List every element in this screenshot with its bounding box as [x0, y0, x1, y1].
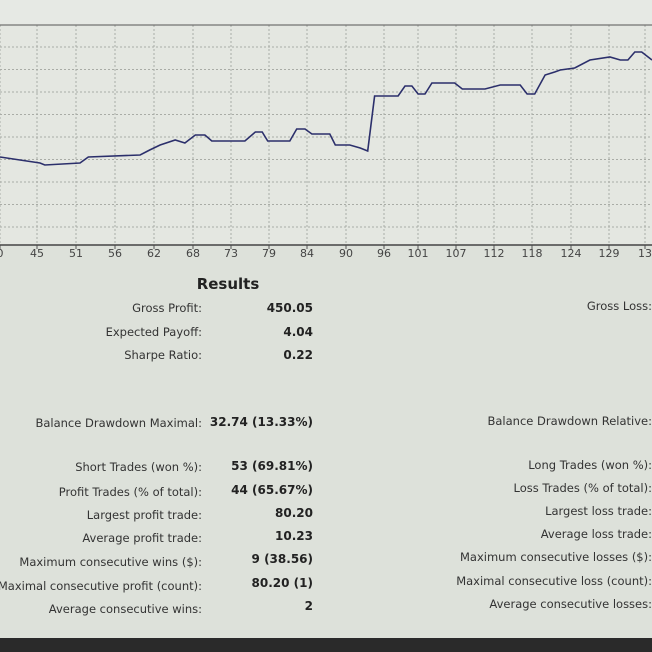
- average-profit-trade-label: Average profit trade:: [82, 531, 202, 545]
- balance-drawdown-maximal-label: Balance Drawdown Maximal:: [35, 416, 202, 430]
- balance-drawdown-relative-label: Balance Drawdown Relative:: [487, 414, 652, 428]
- gross-profit-value: 450.05: [266, 301, 313, 315]
- balance-chart: [0, 24, 652, 249]
- x-tick-label: 96: [377, 247, 391, 260]
- average-loss-trade-label: Average loss trade:: [540, 527, 652, 541]
- x-tick-label: 79: [262, 247, 276, 260]
- max-consecutive-wins-label: Maximum consecutive wins ($):: [19, 555, 202, 569]
- profit-trades-label: Profit Trades (% of total):: [58, 485, 202, 499]
- x-tick-label: 68: [186, 247, 200, 260]
- x-tick-label: 13: [638, 247, 652, 260]
- x-tick-label: 73: [224, 247, 238, 260]
- largest-profit-trade-value: 80.20: [275, 506, 313, 520]
- largest-loss-trade-label: Largest loss trade:: [545, 504, 652, 518]
- x-tick-label: 118: [521, 247, 543, 260]
- results-title: Results: [196, 275, 260, 293]
- average-consecutive-wins-value: 2: [304, 599, 313, 613]
- gross-profit-label: Gross Profit:: [132, 301, 202, 315]
- long-trades-label: Long Trades (won %):: [528, 458, 652, 472]
- maximal-consecutive-loss-label: Maximal consecutive loss (count):: [456, 574, 652, 588]
- x-tick-label: 45: [30, 247, 44, 260]
- x-tick-label: 62: [147, 247, 161, 260]
- short-trades-value: 53 (69.81%): [231, 459, 313, 473]
- gross-loss-label: Gross Loss:: [586, 299, 652, 313]
- short-trades-label: Short Trades (won %):: [75, 460, 202, 474]
- average-consecutive-losses-label: Average consecutive losses:: [489, 597, 652, 611]
- x-tick-label: 124: [560, 247, 582, 260]
- x-tick-label: 90: [339, 247, 353, 260]
- maximal-consecutive-profit-value: 80.20 (1): [251, 576, 313, 590]
- x-tick-label: 112: [483, 247, 505, 260]
- balance-line: [0, 51, 652, 166]
- x-tick-label: 107: [445, 247, 467, 260]
- largest-profit-trade-label: Largest profit trade:: [86, 508, 202, 522]
- x-tick-label: 0: [0, 247, 4, 260]
- sharpe-ratio-label: Sharpe Ratio:: [124, 348, 202, 362]
- average-profit-trade-value: 10.23: [275, 529, 313, 543]
- sharpe-ratio-value: 0.22: [283, 348, 313, 362]
- chart-top-strip: [0, 0, 652, 25]
- screen-bezel: [0, 638, 652, 652]
- balance-drawdown-maximal-value: 32.74 (13.33%): [209, 415, 313, 429]
- max-consecutive-losses-label: Maximum consecutive losses ($):: [460, 550, 652, 564]
- x-tick-label: 129: [598, 247, 620, 260]
- maximal-consecutive-profit-label: Maximal consecutive profit (count):: [0, 579, 202, 593]
- expected-payoff-value: 4.04: [283, 325, 313, 339]
- loss-trades-label: Loss Trades (% of total):: [513, 481, 652, 495]
- x-tick-label: 51: [69, 247, 83, 260]
- plot-area: [0, 25, 652, 245]
- x-tick-label: 84: [300, 247, 314, 260]
- profit-trades-value: 44 (65.67%): [231, 483, 313, 497]
- x-tick-label: 56: [108, 247, 122, 260]
- expected-payoff-label: Expected Payoff:: [105, 325, 202, 339]
- x-tick-label: 101: [407, 247, 429, 260]
- average-consecutive-wins-label: Average consecutive wins:: [48, 602, 202, 616]
- max-consecutive-wins-value: 9 (38.56): [251, 552, 313, 566]
